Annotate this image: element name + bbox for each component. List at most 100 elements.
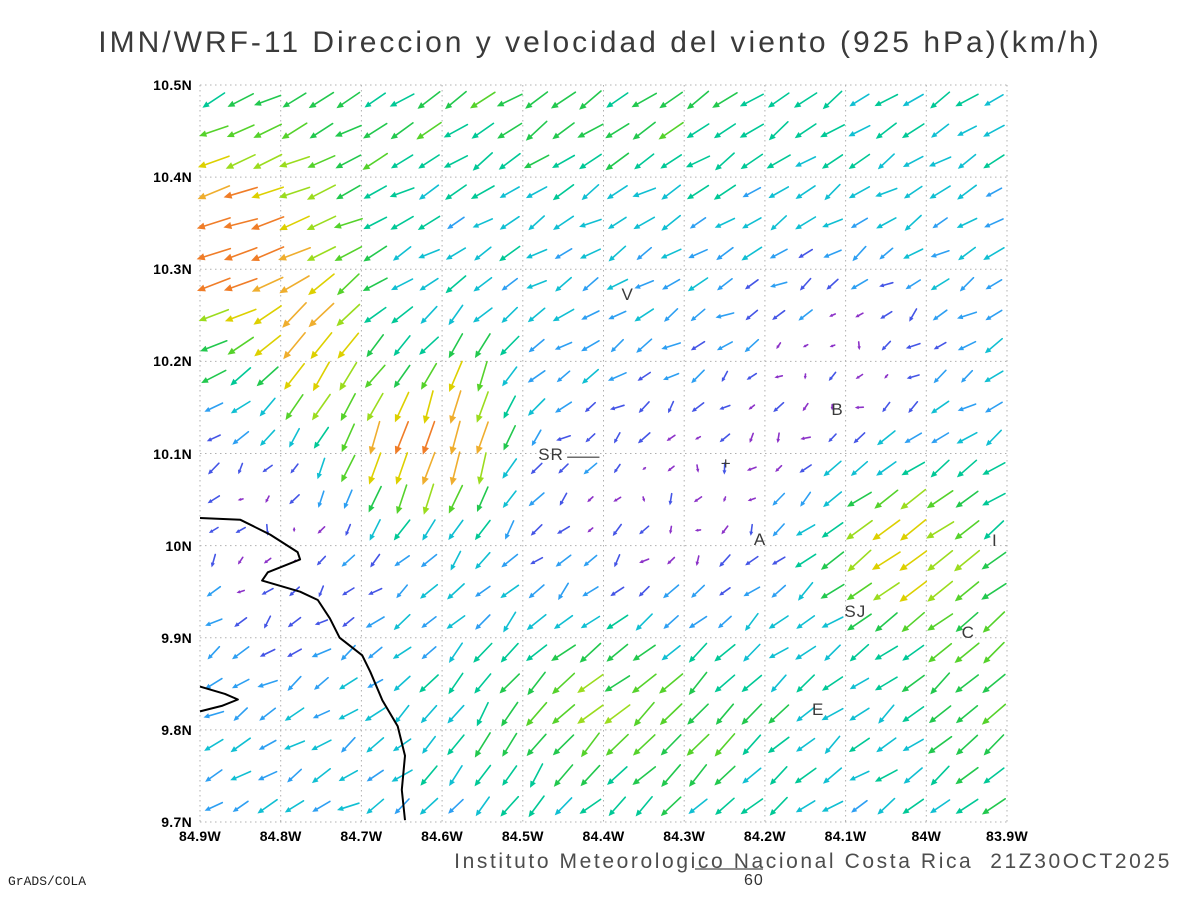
wind-arrow-shaft bbox=[635, 766, 657, 783]
wind-arrow-head bbox=[715, 313, 722, 319]
wind-arrow-shaft bbox=[772, 215, 788, 229]
wind-arrow-shaft bbox=[554, 644, 577, 660]
wind-arrow-shaft bbox=[450, 764, 463, 784]
wind-arrow-shaft bbox=[474, 185, 495, 198]
wind-arrow-shaft bbox=[635, 121, 656, 138]
wind-arrow-head bbox=[798, 594, 805, 601]
wind-arrow-head bbox=[579, 655, 587, 663]
wind-arrow-head bbox=[503, 442, 510, 451]
wind-arrow-shaft bbox=[530, 338, 545, 351]
wind-arrow-shaft bbox=[502, 673, 521, 691]
wind-arrow-shaft bbox=[531, 763, 544, 785]
wind-arrow-head bbox=[876, 746, 883, 753]
wind-arrow-shaft bbox=[421, 154, 440, 167]
wind-arrow-head bbox=[473, 285, 480, 292]
wind-arrow-shaft bbox=[744, 734, 762, 753]
wind-arrow-shaft bbox=[369, 646, 383, 658]
wind-arrow-head bbox=[445, 286, 453, 294]
wind-arrow-shaft bbox=[853, 217, 869, 227]
wind-arrow-shaft bbox=[449, 704, 465, 722]
wind-arrow-head bbox=[606, 655, 614, 662]
wind-arrow-head bbox=[926, 501, 935, 509]
wind-arrow-head bbox=[906, 375, 912, 380]
wind-arrow-head bbox=[393, 623, 400, 631]
wind-arrow-shaft bbox=[477, 796, 491, 814]
wind-arrow-head bbox=[875, 191, 882, 197]
wind-arrow-shaft bbox=[984, 703, 1007, 723]
wind-arrow-head bbox=[237, 497, 242, 501]
wind-arrow-head bbox=[608, 809, 616, 817]
wind-arrow-head bbox=[609, 406, 616, 411]
wind-arrow-shaft bbox=[640, 525, 650, 534]
wind-arrow-shaft bbox=[314, 648, 332, 657]
wind-arrow-head bbox=[955, 777, 963, 785]
wind-arrow-shaft bbox=[234, 678, 250, 688]
wind-arrow-head bbox=[661, 193, 669, 200]
wind-arrow-head bbox=[878, 717, 885, 724]
wind-arrow-head bbox=[336, 101, 344, 109]
wind-arrow-head bbox=[712, 101, 720, 108]
wind-arrow-head bbox=[667, 467, 672, 472]
wind-arrow-shaft bbox=[961, 276, 975, 290]
wind-arrow-head bbox=[553, 623, 561, 629]
wind-arrow-shaft bbox=[584, 277, 599, 290]
wind-arrow-shaft bbox=[393, 215, 414, 229]
wind-arrow-shaft bbox=[368, 737, 385, 751]
wind-arrow-head bbox=[823, 253, 830, 258]
wind-arrow-head bbox=[309, 132, 317, 139]
wind-arrow-shaft bbox=[290, 427, 301, 445]
wind-arrow-shaft bbox=[450, 304, 464, 323]
wind-arrow-shaft bbox=[558, 370, 571, 381]
wind-arrow-shaft bbox=[743, 123, 765, 137]
wind-arrow-shaft bbox=[932, 672, 951, 692]
wind-arrow-head bbox=[308, 319, 317, 328]
wind-arrow-shaft bbox=[504, 395, 517, 416]
wind-arrow-head bbox=[667, 560, 672, 565]
wind-arrow-head bbox=[502, 501, 509, 508]
wind-arrow-head bbox=[769, 778, 777, 785]
wind-arrow-shaft bbox=[636, 216, 656, 228]
wind-arrow-head bbox=[984, 100, 991, 106]
wind-arrow-shaft bbox=[450, 642, 464, 661]
wind-arrow-shaft bbox=[474, 122, 495, 137]
wind-arrow-head bbox=[747, 498, 752, 502]
wind-arrow-head bbox=[876, 223, 883, 229]
wind-arrow-shaft bbox=[985, 492, 1006, 505]
wind-arrow-shaft bbox=[770, 92, 790, 106]
wind-arrow-head bbox=[502, 779, 509, 786]
wind-arrow-head bbox=[501, 718, 508, 727]
wind-arrow-shaft bbox=[229, 308, 257, 321]
wind-arrow-head bbox=[308, 287, 317, 296]
wind-arrow-shaft bbox=[929, 521, 955, 537]
wind-arrow-head bbox=[849, 715, 856, 721]
wind-arrow-head bbox=[658, 132, 667, 140]
wind-arrow-shaft bbox=[420, 91, 441, 107]
wind-arrow-head bbox=[820, 131, 828, 138]
wind-arrow-shaft bbox=[395, 519, 411, 538]
wind-arrow-shaft bbox=[209, 495, 221, 503]
wind-arrow-shaft bbox=[771, 615, 789, 628]
wind-arrow-shaft bbox=[584, 368, 600, 382]
wind-arrow-head bbox=[476, 504, 483, 512]
wind-arrow-head bbox=[984, 347, 992, 354]
wind-arrow-shaft bbox=[850, 549, 872, 569]
wind-arrow-head bbox=[473, 655, 481, 663]
wind-arrow-shaft bbox=[501, 152, 521, 168]
wind-arrow-shaft bbox=[798, 185, 816, 198]
wind-arrow-shaft bbox=[664, 644, 681, 659]
wind-arrow-shaft bbox=[504, 458, 518, 476]
wind-arrow-head bbox=[633, 223, 641, 230]
wind-arrow-head bbox=[795, 223, 802, 230]
wind-arrow-head bbox=[307, 161, 316, 168]
wind-arrow-shaft bbox=[286, 362, 306, 387]
wind-arrow-head bbox=[660, 748, 668, 756]
wind-arrow-head bbox=[824, 654, 831, 661]
wind-arrow-head bbox=[367, 653, 374, 659]
wind-arrow-shaft bbox=[932, 91, 951, 107]
wind-arrow-shaft bbox=[237, 526, 246, 533]
wind-arrow-head bbox=[719, 591, 725, 596]
wind-arrow-head bbox=[955, 685, 963, 693]
wind-arrow-shaft bbox=[202, 155, 230, 167]
wind-arrow-head bbox=[772, 315, 778, 320]
wind-arrow-head bbox=[928, 655, 936, 663]
